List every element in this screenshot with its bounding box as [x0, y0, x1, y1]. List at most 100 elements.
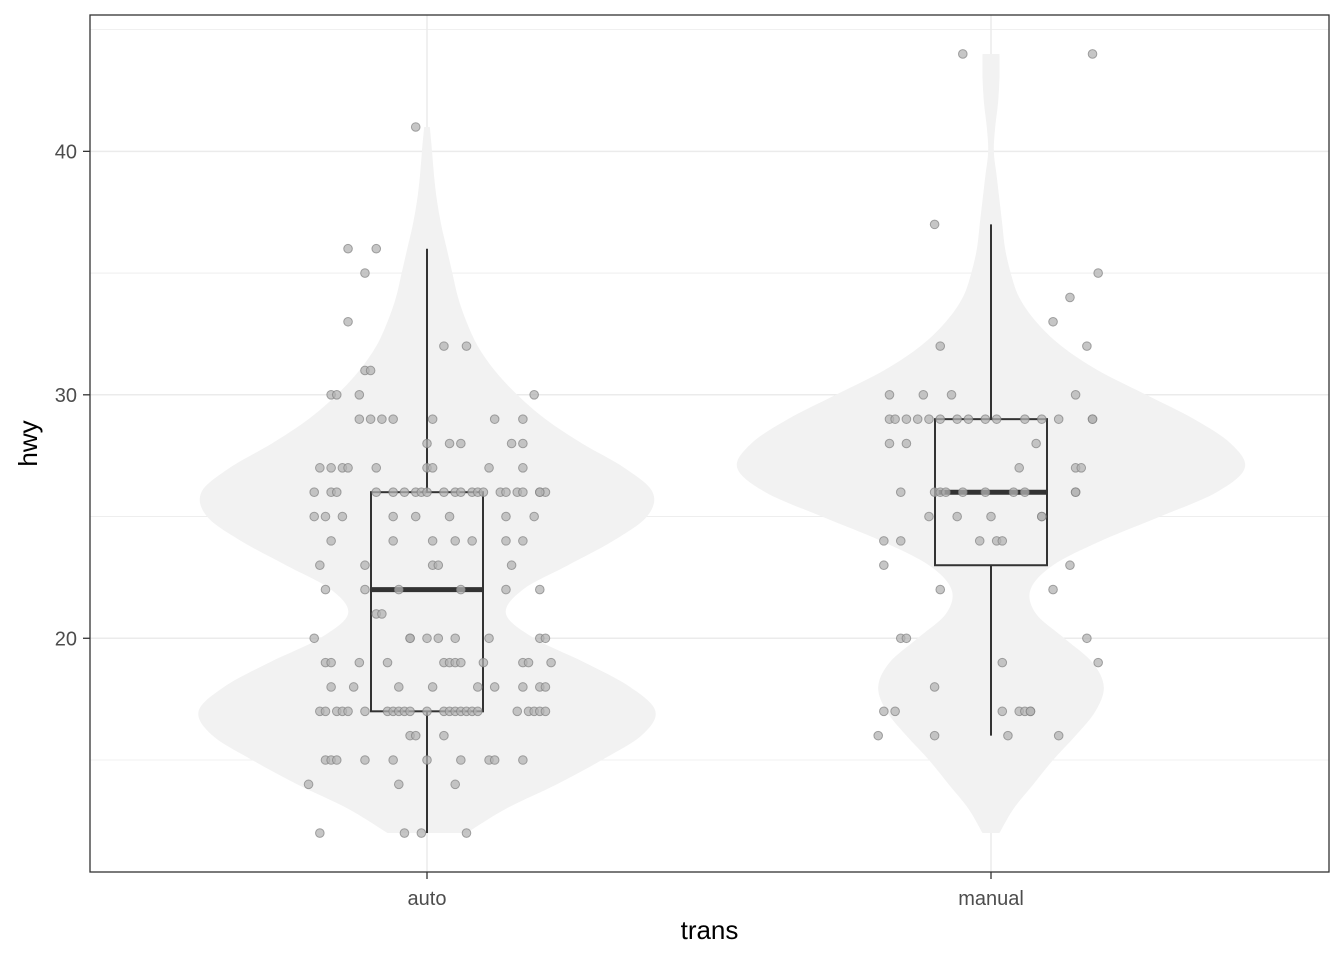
data-point-manual: [980, 414, 991, 424]
data-point-manual: [1076, 463, 1087, 473]
data-point-auto: [461, 341, 472, 351]
data-point-auto: [518, 755, 528, 765]
data-point-auto: [371, 243, 382, 254]
data-point-auto: [410, 122, 421, 132]
data-point-manual: [1020, 414, 1030, 424]
data-point-auto: [354, 657, 365, 668]
data-point-auto: [456, 657, 466, 668]
data-point-auto: [427, 463, 438, 473]
data-point-manual: [935, 584, 946, 595]
data-point-auto: [427, 682, 438, 692]
data-point-auto: [388, 487, 398, 497]
data-point-manual: [1008, 487, 1019, 497]
data-point-auto: [326, 463, 336, 473]
data-point-manual: [997, 536, 1008, 546]
data-point-manual: [901, 438, 912, 449]
data-point-auto: [343, 706, 353, 717]
data-point-auto: [303, 779, 314, 790]
data-point-manual: [1048, 584, 1058, 595]
data-point-manual: [884, 390, 895, 400]
data-point-auto: [439, 341, 449, 351]
data-point-manual: [941, 487, 951, 497]
data-point-auto: [315, 560, 325, 571]
data-point-manual: [929, 682, 940, 692]
data-point-auto: [360, 268, 370, 278]
data-point-manual: [873, 730, 884, 741]
data-point-auto: [450, 536, 461, 546]
data-point-auto: [444, 438, 455, 449]
data-point-auto: [416, 828, 427, 838]
y-axis-ticks: 20 30 40: [55, 141, 90, 650]
data-point-auto: [501, 584, 511, 595]
data-point-manual: [1053, 730, 1064, 741]
data-point-manual: [895, 487, 906, 497]
data-point-manual: [1036, 414, 1047, 424]
data-point-auto: [456, 438, 466, 449]
data-point-auto: [360, 584, 370, 595]
data-point-auto: [388, 414, 398, 424]
data-point-auto: [529, 511, 539, 522]
data-point-auto: [444, 511, 455, 522]
data-point-manual: [1087, 414, 1098, 424]
data-point-manual: [924, 511, 934, 522]
data-point-manual: [935, 341, 946, 351]
x-axis-title: trans: [681, 915, 739, 945]
data-point-auto: [540, 682, 551, 692]
data-point-manual: [1065, 292, 1075, 303]
data-point-auto: [343, 463, 353, 473]
data-point-auto: [484, 463, 494, 473]
data-point-auto: [433, 560, 444, 571]
data-point-auto: [461, 828, 472, 838]
data-point-auto: [518, 536, 528, 546]
data-point-auto: [422, 706, 432, 717]
data-point-manual: [1020, 487, 1030, 497]
data-point-manual: [946, 390, 957, 400]
data-point-auto: [326, 657, 336, 668]
data-point-manual: [935, 414, 946, 424]
data-point-auto: [405, 706, 415, 717]
data-point-auto: [433, 633, 444, 644]
data-point-auto: [388, 536, 398, 546]
data-point-auto: [546, 657, 556, 668]
data-point-auto: [371, 463, 382, 473]
data-point-manual: [895, 536, 906, 546]
data-point-manual: [958, 49, 968, 59]
data-point-manual: [1065, 560, 1075, 571]
data-point-manual: [1014, 463, 1025, 473]
data-point-auto: [326, 682, 336, 692]
data-point-auto: [422, 755, 432, 765]
data-point-manual: [912, 414, 923, 424]
violin-manual: [736, 53, 1246, 834]
data-point-manual: [991, 414, 1002, 424]
data-point-manual: [890, 414, 900, 424]
data-point-auto: [382, 657, 393, 668]
data-point-auto: [422, 438, 432, 449]
data-point-auto: [540, 706, 551, 717]
data-point-auto: [501, 511, 511, 522]
data-point-manual: [958, 487, 968, 497]
data-point-manual: [963, 414, 974, 424]
data-point-auto: [512, 706, 523, 717]
data-point-auto: [478, 487, 489, 497]
data-point-manual: [918, 390, 929, 400]
data-point-auto: [331, 755, 342, 765]
data-point-auto: [439, 487, 449, 497]
data-point-manual: [929, 730, 940, 741]
data-point-manual: [1087, 49, 1098, 59]
data-point-auto: [501, 536, 511, 546]
data-point-manual: [1082, 633, 1092, 644]
data-point-manual: [890, 706, 900, 717]
y-tick-label: 30: [55, 385, 77, 407]
data-point-auto: [331, 487, 342, 497]
data-point-manual: [1025, 706, 1036, 717]
data-point-manual: [1053, 414, 1064, 424]
data-point-auto: [377, 609, 387, 619]
data-point-auto: [394, 779, 404, 790]
data-point-manual: [1003, 730, 1013, 741]
data-point-auto: [535, 584, 545, 595]
data-point-manual: [986, 511, 996, 522]
data-point-auto: [388, 511, 398, 522]
data-point-auto: [331, 390, 342, 400]
data-point-auto: [439, 730, 449, 741]
